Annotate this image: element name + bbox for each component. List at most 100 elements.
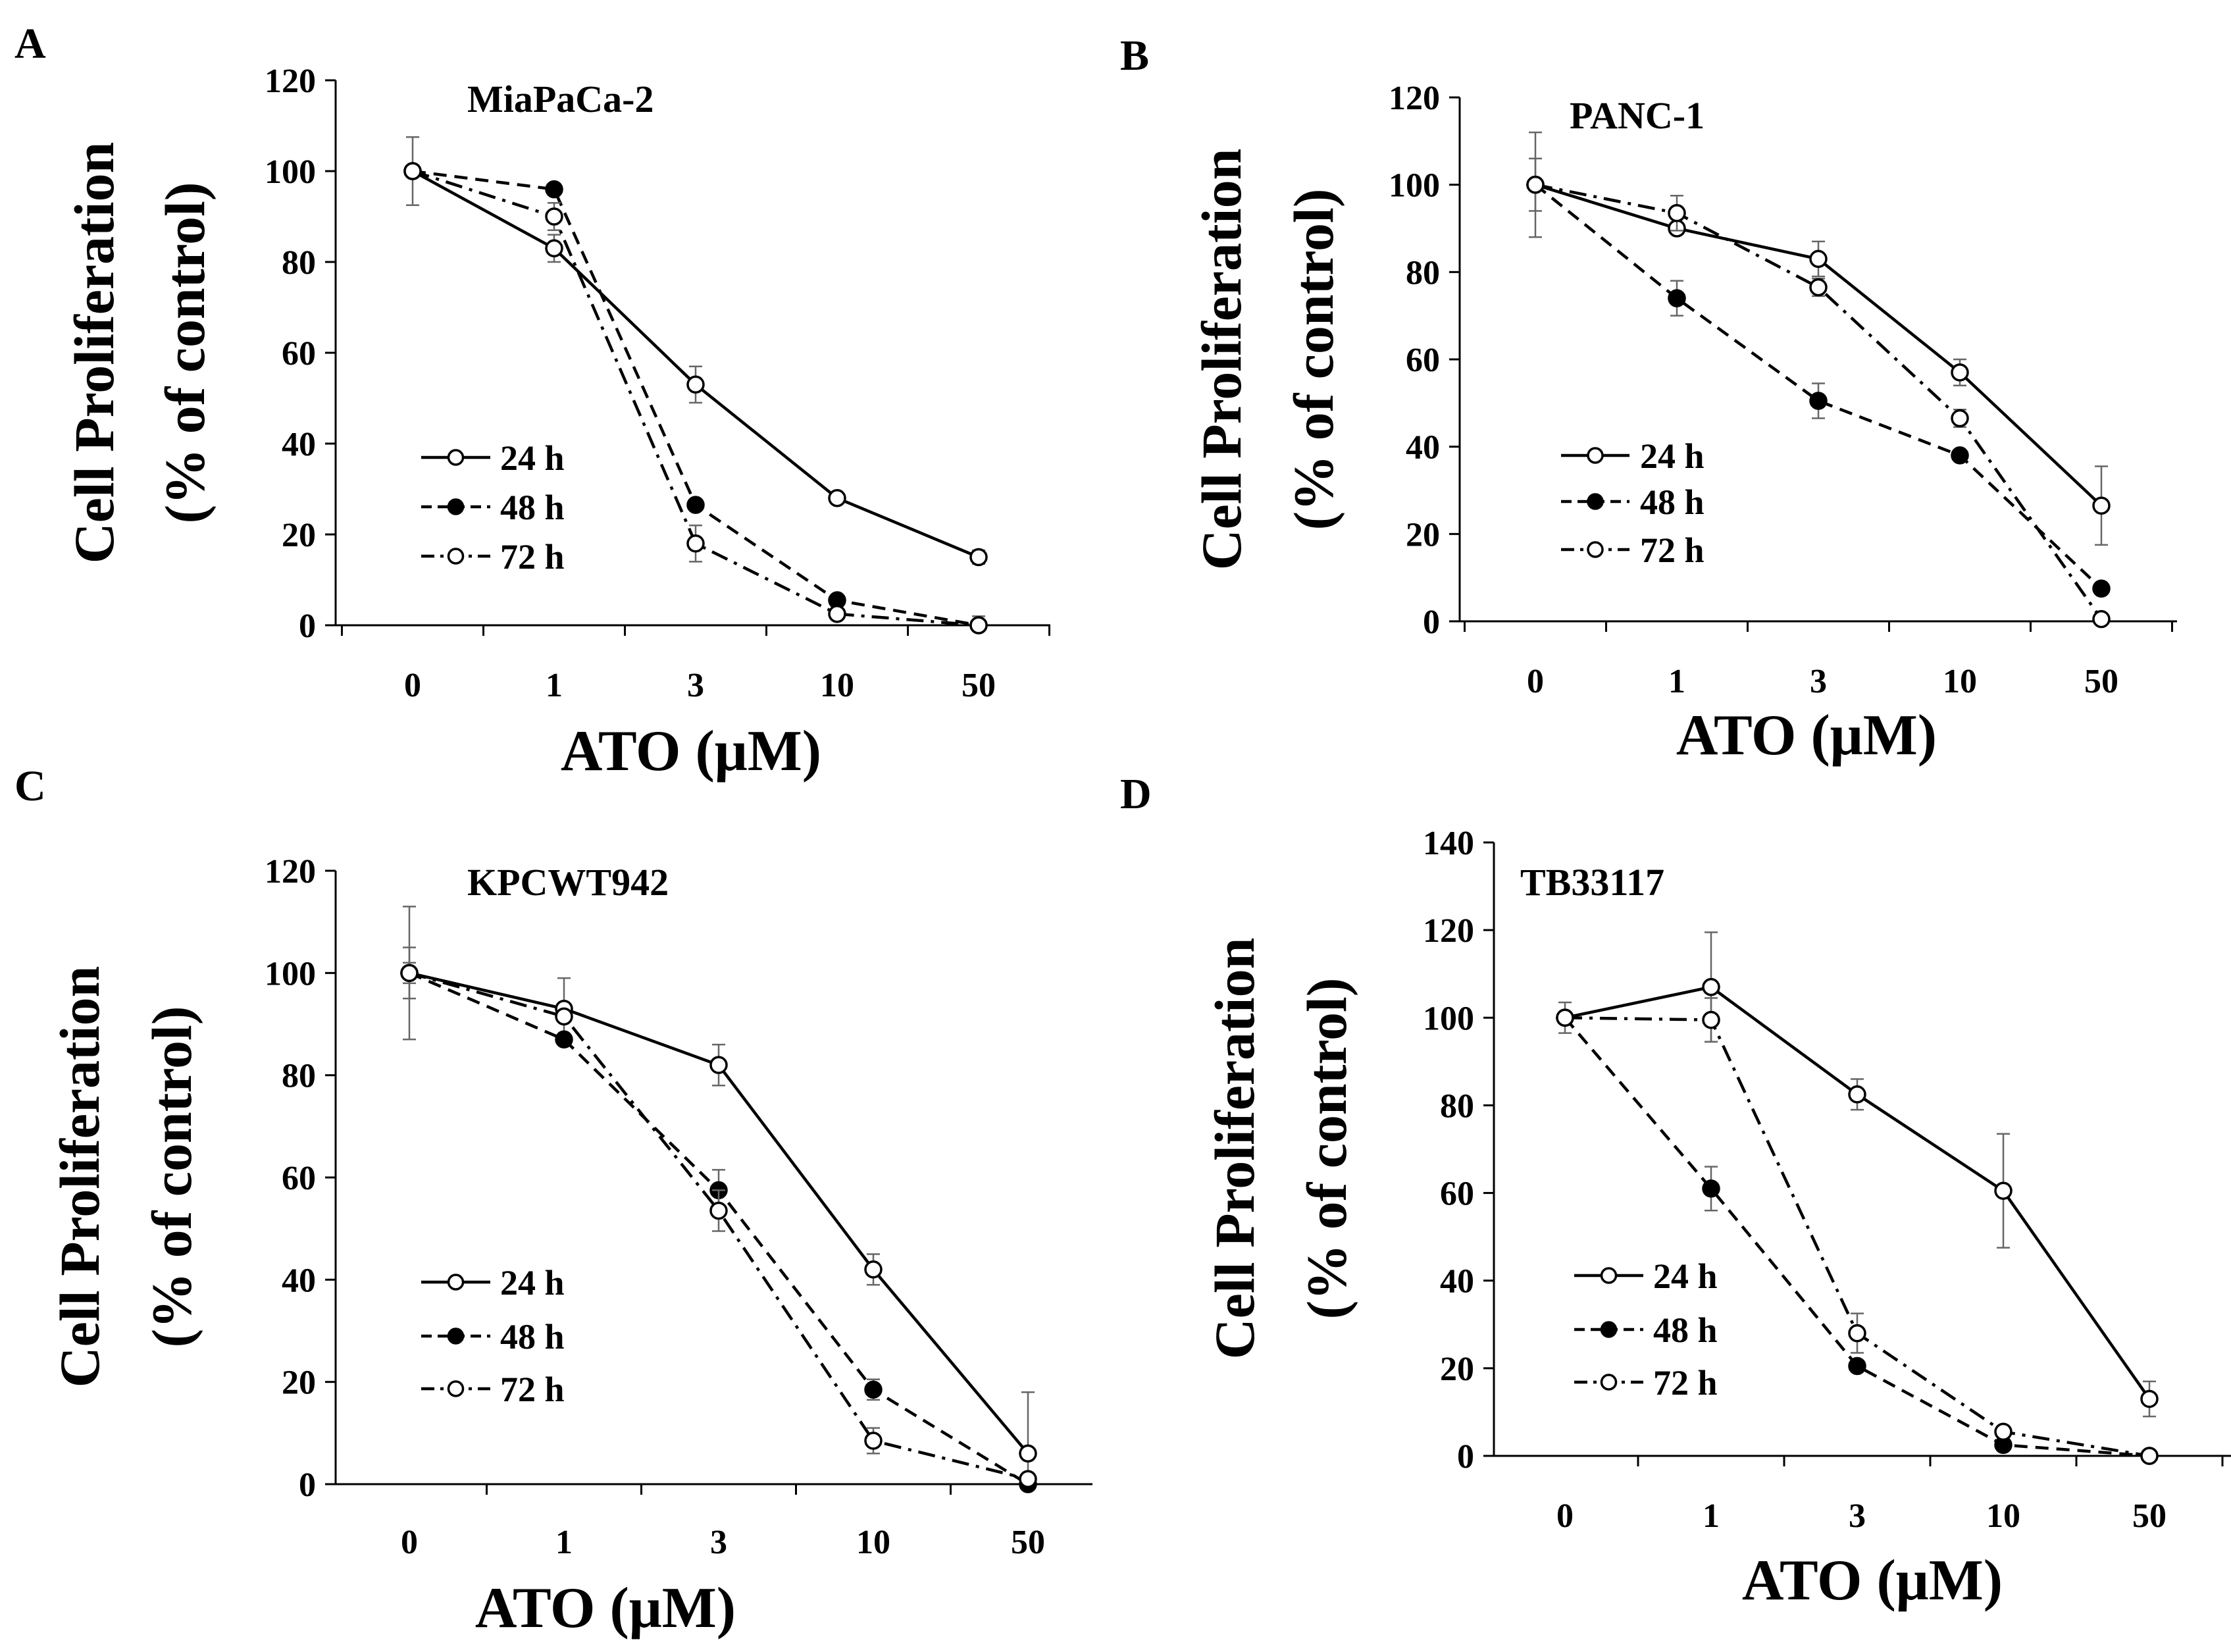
x-tick-label: 50: [1011, 1524, 1045, 1561]
data-point: [828, 605, 846, 623]
y-axis-sublabel: (% of control): [1282, 188, 1345, 530]
chart-title: PANC-1: [1570, 94, 1705, 137]
legend-label: 24 h: [500, 438, 565, 478]
x-tick-label: 0: [1556, 1497, 1574, 1535]
y-axis-label: Cell Proliferation: [63, 142, 126, 564]
y-tick-label: 80: [1440, 1087, 1474, 1125]
x-tick-label: 10: [1943, 663, 1977, 700]
data-point: [1556, 1008, 1574, 1027]
y-tick-label: 0: [1423, 604, 1440, 641]
legend-marker: [447, 548, 465, 565]
data-point: [545, 207, 563, 226]
data-point: [1526, 175, 1545, 194]
y-tick-label: 0: [299, 1466, 316, 1504]
series-72h: [1556, 997, 2159, 1465]
data-point: [828, 489, 846, 507]
legend-entry: 72 h: [1574, 1363, 1718, 1403]
series-24h: [1526, 131, 2111, 546]
data-point: [1848, 1085, 1866, 1104]
y-axis-sublabel: (% of control): [140, 1006, 203, 1347]
data-point: [1951, 446, 1969, 465]
legend-entry: 24 h: [421, 1263, 565, 1303]
legend-entry: 72 h: [421, 1370, 565, 1409]
data-point: [864, 1260, 883, 1279]
data-point: [1668, 289, 1686, 307]
data-point: [545, 239, 563, 258]
y-axis-label: Cell Proliferation: [1203, 938, 1266, 1360]
x-tick-label: 3: [1849, 1497, 1866, 1535]
x-tick-label: 0: [1527, 663, 1544, 700]
legend-entry: 24 h: [421, 438, 565, 478]
data-point: [1951, 409, 1969, 428]
data-point: [2140, 1447, 2159, 1465]
panel-letter: C: [14, 762, 46, 810]
data-point: [555, 1007, 573, 1026]
data-point: [2092, 609, 2111, 629]
legend-label: 72 h: [1640, 530, 1705, 570]
x-axis-label: ATO (μM): [1742, 1549, 2003, 1613]
x-axis-label: ATO (μM): [475, 1576, 736, 1640]
y-tick-label: 20: [1406, 516, 1440, 554]
legend-marker: [1587, 493, 1604, 510]
data-point: [1668, 204, 1686, 222]
x-tick-label: 0: [401, 1524, 418, 1561]
y-axis-label: Cell Proliferation: [48, 966, 111, 1388]
y-tick-label: 120: [265, 63, 316, 100]
series-48h: [1526, 175, 2111, 598]
legend-label: 24 h: [1640, 436, 1705, 476]
data-point: [1702, 977, 1720, 996]
y-tick-label: 120: [265, 853, 316, 891]
y-tick-label: 40: [282, 1262, 316, 1299]
y-tick-label: 0: [299, 607, 316, 645]
panel-letter: D: [1120, 770, 1152, 818]
x-tick-label: 10: [1986, 1497, 2020, 1535]
data-point: [545, 180, 563, 199]
legend-entry: 24 h: [1561, 436, 1705, 476]
x-tick-label: 50: [962, 667, 996, 704]
chart-title: MiaPaCa-2: [467, 78, 654, 120]
series-72h: [400, 946, 1037, 1488]
legend-entry: 72 h: [421, 537, 565, 577]
data-point: [403, 162, 422, 180]
x-tick-label: 3: [1810, 663, 1827, 700]
y-tick-label: 80: [282, 1058, 316, 1095]
x-axis-label: ATO (μM): [561, 719, 821, 783]
data-point: [1019, 1470, 1037, 1488]
legend-marker: [447, 1380, 465, 1397]
series-72h: [1526, 157, 2111, 629]
data-point: [1702, 1010, 1720, 1029]
data-point: [1809, 249, 1828, 269]
data-point: [686, 375, 705, 394]
y-tick-label: 20: [282, 517, 316, 554]
y-tick-label: 120: [1423, 912, 1474, 950]
data-point: [2092, 496, 2111, 515]
data-point: [969, 548, 988, 567]
y-axis-label: Cell Proliferation: [1190, 149, 1253, 571]
legend-label: 24 h: [1653, 1256, 1718, 1296]
legend-entry: 48 h: [1574, 1310, 1718, 1350]
data-point: [1809, 392, 1828, 410]
legend-marker: [447, 498, 465, 515]
y-tick-label: 140: [1423, 825, 1474, 862]
legend-entry: 24 h: [1574, 1256, 1718, 1296]
panel-a: A MiaPaCa-2 0 20 40 60 80 100 120 0 1 3 10 50 ATO (μM)…: [14, 20, 1050, 783]
legend-label: 72 h: [500, 537, 565, 577]
series-48h: [1556, 1008, 2159, 1465]
y-tick-label: 40: [1440, 1263, 1474, 1301]
series-48h: [403, 162, 988, 634]
y-tick-label: 40: [1406, 429, 1440, 467]
legend-label: 24 h: [500, 1263, 565, 1303]
series-line: [1535, 183, 2103, 507]
legend-marker: [1587, 447, 1604, 464]
x-tick-label: 1: [555, 1524, 573, 1561]
data-point: [709, 1201, 728, 1220]
y-tick-label: 80: [282, 244, 316, 282]
y-tick-label: 60: [282, 335, 316, 373]
y-tick-label: 80: [1406, 254, 1440, 292]
panel-b: B PANC-1 0 20 40 60 80 100 120 0 1 3 10 50 ATO (μM) Cel…: [1120, 32, 2177, 767]
data-point: [1019, 1444, 1037, 1463]
x-tick-label: 1: [1668, 663, 1685, 700]
legend-marker: [447, 1328, 465, 1345]
chart-title: TB33117: [1520, 861, 1664, 904]
